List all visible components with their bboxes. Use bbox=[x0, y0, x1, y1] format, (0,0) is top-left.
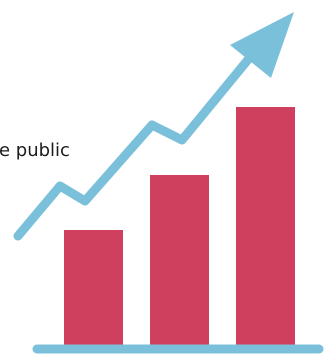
bar-short bbox=[64, 230, 123, 350]
caption-text: e public bbox=[0, 140, 70, 161]
arrow-head bbox=[230, 12, 294, 78]
growth-arrow-icon bbox=[13, 12, 294, 241]
bar-tall bbox=[236, 107, 295, 350]
bar-medium bbox=[150, 175, 209, 350]
bar-chart-icon bbox=[64, 107, 295, 350]
trend-line bbox=[13, 45, 261, 241]
